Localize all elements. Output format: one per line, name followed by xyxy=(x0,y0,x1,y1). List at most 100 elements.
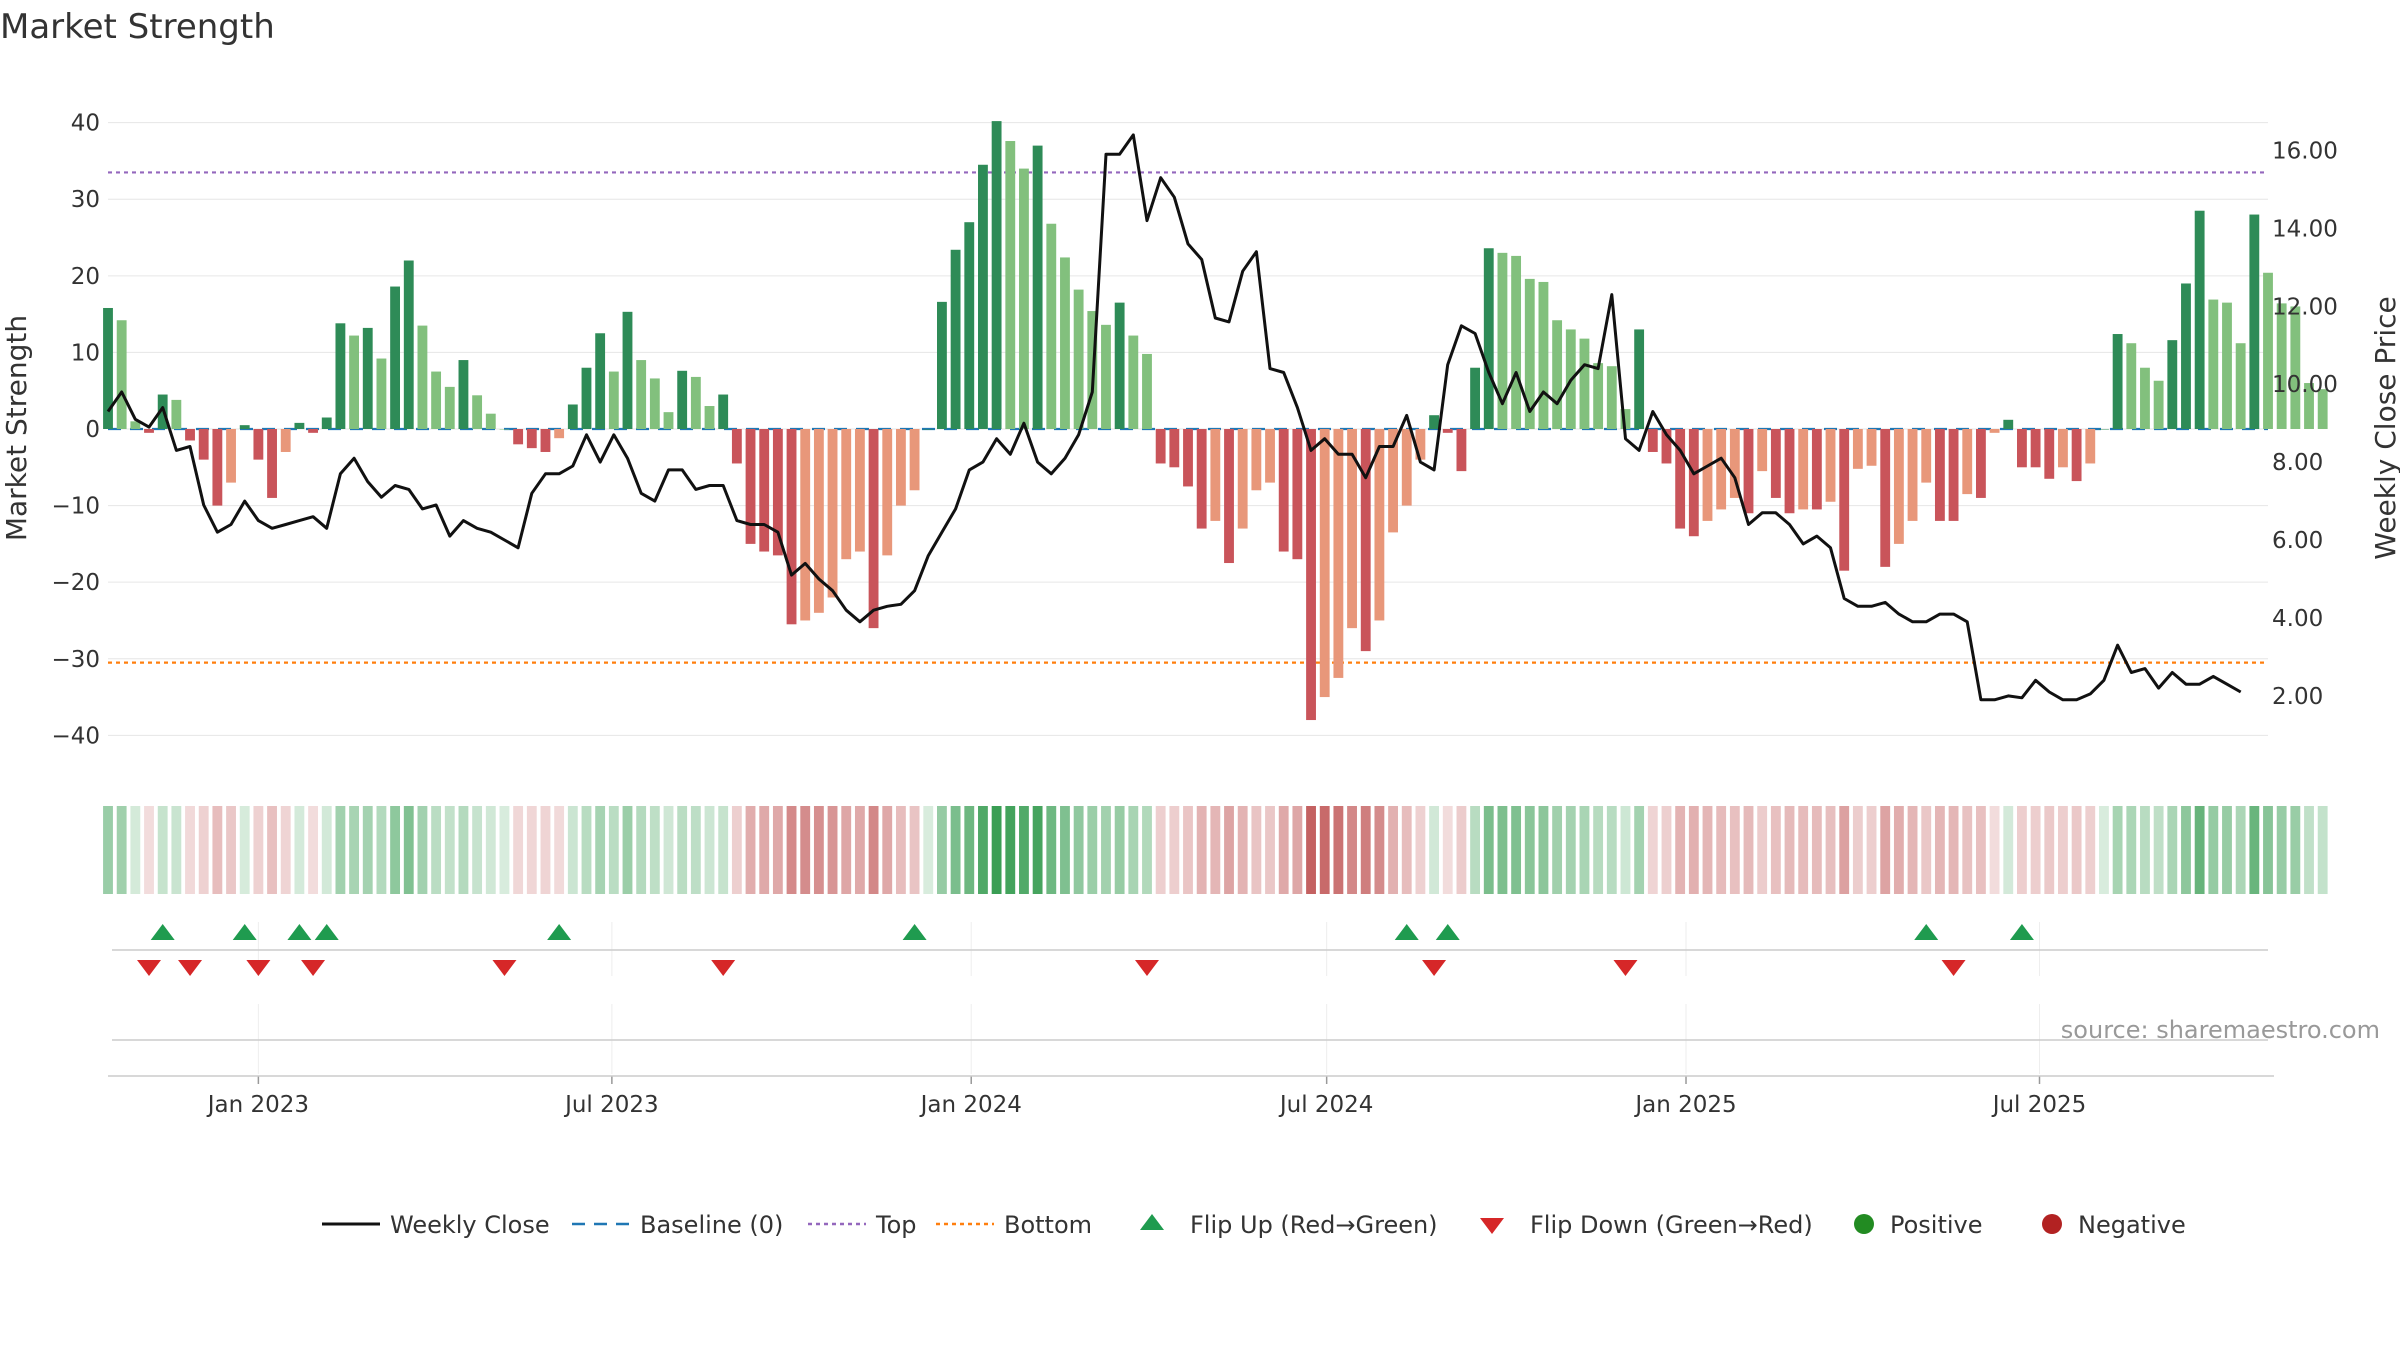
weekly-close-line xyxy=(106,133,2242,702)
strength-bar xyxy=(704,406,715,429)
heat-cell xyxy=(554,806,565,894)
strength-bar xyxy=(1128,335,1139,429)
heat-cell xyxy=(239,806,250,894)
heat-cell xyxy=(1757,806,1768,894)
heat-cell xyxy=(103,806,113,894)
y-tick-label: 10 xyxy=(71,340,100,366)
strength-bar xyxy=(827,429,838,598)
strength-bar xyxy=(280,429,291,452)
y-tick-label: 0 xyxy=(85,417,100,443)
strength-bar xyxy=(1511,255,1522,429)
strength-bar xyxy=(1688,429,1699,537)
heat-cell xyxy=(1073,806,1084,894)
strength-bar xyxy=(267,429,277,498)
heat-cell xyxy=(1101,806,1111,894)
legend-item-close: Weekly Close xyxy=(322,1211,550,1239)
strength-bar xyxy=(854,429,865,552)
heat-cell xyxy=(1292,806,1303,894)
heat-cell xyxy=(171,806,182,894)
heat-cell xyxy=(1798,806,1809,894)
heat-cell xyxy=(1675,806,1686,894)
heat-cell xyxy=(472,806,483,894)
legend-item-flip_down: Flip Down (Green→Red) xyxy=(1480,1211,1813,1239)
heat-cell xyxy=(1265,806,1275,894)
heat-cell xyxy=(1224,806,1234,894)
heat-cell xyxy=(1401,806,1412,894)
strength-bar xyxy=(909,429,920,491)
heat-cell xyxy=(854,806,865,894)
heat-cell xyxy=(1989,806,2000,894)
y2-tick-label: 8.00 xyxy=(2272,450,2323,476)
strength-bar xyxy=(2304,383,2314,429)
y2-tick-label: 6.00 xyxy=(2272,528,2323,554)
heat-cell xyxy=(1825,806,1836,894)
heat-cell xyxy=(1333,806,1344,894)
strength-bar xyxy=(937,301,947,429)
flip-down-marker xyxy=(492,960,517,976)
strength-bar xyxy=(2167,340,2178,429)
legend-label: Flip Up (Red→Green) xyxy=(1190,1211,1438,1239)
strength-bar xyxy=(1962,429,1973,495)
heat-cell xyxy=(1565,806,1576,894)
heat-cell xyxy=(991,806,1002,894)
heat-cell xyxy=(1142,806,1152,894)
heat-cell xyxy=(1196,806,1207,894)
legend-label: Negative xyxy=(2078,1211,2186,1239)
flip-up-marker xyxy=(2009,924,2034,940)
heat-cell xyxy=(1210,806,1221,894)
strength-bar xyxy=(349,335,359,429)
strength-bar xyxy=(1620,409,1631,429)
heat-cell xyxy=(978,806,988,894)
strength-bar xyxy=(185,429,195,441)
strength-bar xyxy=(1196,429,1207,529)
strength-bar xyxy=(485,413,496,429)
y-tick-label: 40 xyxy=(71,111,100,137)
strength-bar xyxy=(800,429,811,621)
heat-cell xyxy=(1114,806,1125,894)
strength-bar xyxy=(1729,429,1740,498)
strength-bar xyxy=(2153,380,2164,429)
heat-cell xyxy=(185,806,195,894)
flip-down-marker xyxy=(301,960,326,976)
strength-bar xyxy=(308,429,318,433)
strength-bar xyxy=(1210,429,1221,521)
strength-bar xyxy=(1825,429,1836,502)
strength-bar xyxy=(1552,320,1563,429)
heat-cell xyxy=(1702,806,1713,894)
strength-bar xyxy=(1237,429,1248,529)
strength-bar xyxy=(1784,429,1795,514)
heat-cell xyxy=(116,806,127,894)
strength-bar xyxy=(403,260,414,429)
heat-cell xyxy=(868,806,879,894)
y2-tick-label: 12.00 xyxy=(2272,294,2338,320)
x-tick-label: Jan 2023 xyxy=(206,1092,309,1118)
chart-title: Market Strength xyxy=(0,7,275,47)
strength-bar xyxy=(1319,429,1330,698)
heat-cell xyxy=(130,806,141,894)
strength-bar xyxy=(731,429,742,464)
heat-cell xyxy=(567,806,578,894)
strength-bar xyxy=(2317,389,2328,429)
strength-bar xyxy=(923,429,934,430)
heat-cell xyxy=(308,806,318,894)
strength-bar xyxy=(2208,299,2219,429)
heat-cell xyxy=(1852,806,1863,894)
y2-tick-label: 2.00 xyxy=(2272,684,2323,710)
heat-cell xyxy=(1839,806,1850,894)
strength-bar xyxy=(431,371,442,429)
heat-cell xyxy=(1661,806,1672,894)
strength-bar xyxy=(1661,429,1672,464)
flip-markers-panel xyxy=(112,922,2268,976)
strength-bar xyxy=(2003,419,2014,429)
heat-cell xyxy=(2181,806,2191,894)
strength-bar xyxy=(964,222,975,429)
strength-bar xyxy=(2140,367,2150,429)
strength-bar xyxy=(2099,429,2109,430)
heat-cell xyxy=(403,806,414,894)
strength-bar xyxy=(144,429,154,433)
strength-bar xyxy=(2017,429,2027,468)
heat-cell xyxy=(2126,806,2137,894)
heat-cell xyxy=(321,806,332,894)
heat-cell xyxy=(2085,806,2096,894)
strength-bar xyxy=(171,399,182,429)
